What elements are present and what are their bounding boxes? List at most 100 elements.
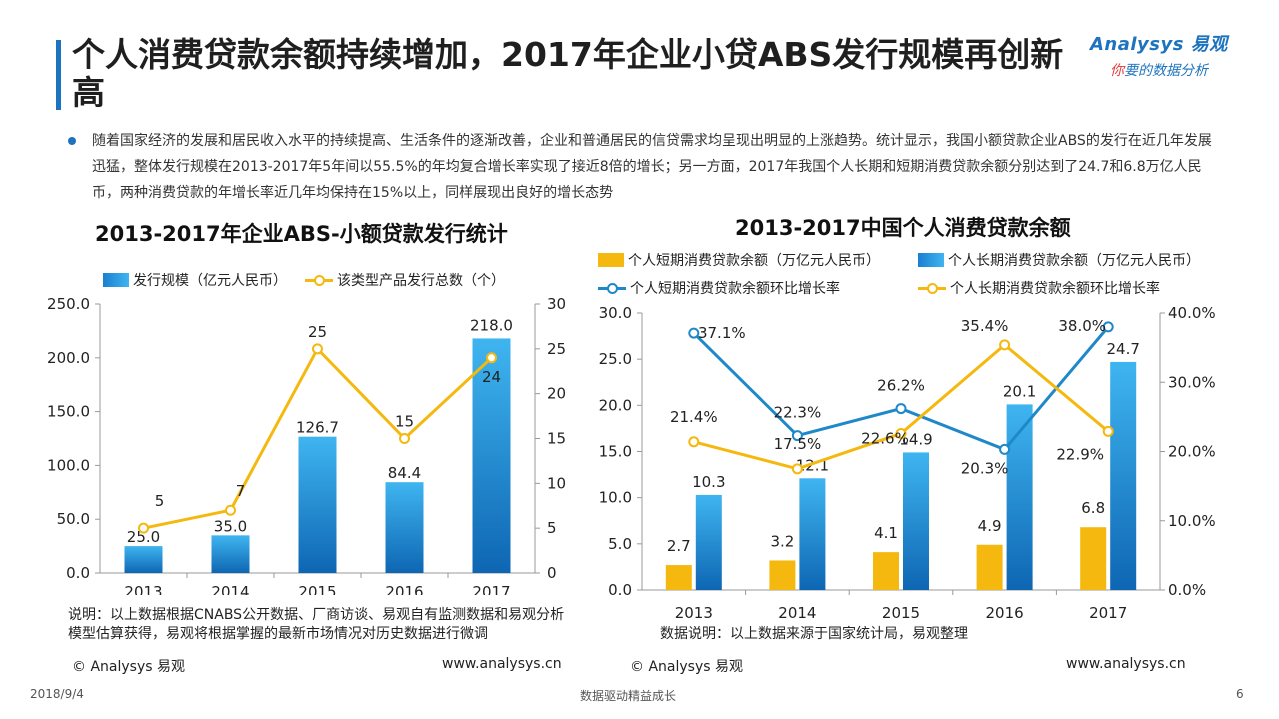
legend-short-rate-swatch <box>598 281 626 295</box>
x-tick-label: 2014 <box>778 604 816 618</box>
short-bar-label: 3.2 <box>770 532 794 550</box>
page-footer-slogan: 数据驱动精益成长 <box>580 689 677 703</box>
title-accent-bar <box>56 40 61 110</box>
line-point <box>312 343 323 355</box>
page-number: 6 <box>1236 687 1244 701</box>
line-point <box>138 522 149 534</box>
long-rate-label: 22.6% <box>861 429 909 447</box>
legend-long-rate-swatch <box>918 281 946 295</box>
short-rate-point <box>999 443 1011 455</box>
short-rate-point <box>688 327 700 339</box>
y-left-tick-label: 5.0 <box>608 535 632 553</box>
line-point <box>399 433 410 444</box>
y-right-tick-label: 0 <box>547 564 557 582</box>
left-chart: 0.0 50.0 100.0 150.0 200.0 250.0 0 5 10 15 20 25 30 2… <box>47 295 566 595</box>
long-bar <box>1006 404 1033 590</box>
line-label: 15 <box>395 413 414 431</box>
bar <box>298 436 337 573</box>
logo-slogan: 你要的数据分析 <box>1110 63 1208 79</box>
line-label: 24 <box>482 368 501 386</box>
bar <box>472 338 511 573</box>
short-rate-point <box>1102 321 1114 333</box>
left-chart-title: 2013-2017年企业ABS-小额贷款发行统计 <box>95 222 508 246</box>
long-rate-point <box>688 436 700 448</box>
y-left-tick-label: 20.0 <box>599 396 632 414</box>
long-bar <box>1110 361 1137 590</box>
right-chart: 0.0 5.0 10.0 15.0 20.0 25.0 30.0 0.0% 10.0% 20.0%… <box>599 304 1216 618</box>
short-bar <box>873 552 899 590</box>
left-copyright: © Analysys 易观 <box>72 659 185 675</box>
right-note: 数据说明：以上数据来源于国家统计局，易观整理 <box>660 626 968 642</box>
page-date: 2018/9/4 <box>30 687 84 701</box>
x-tick-label: 2013 <box>124 583 162 595</box>
long-bar-label: 10.3 <box>692 473 725 491</box>
short-bar-label: 4.1 <box>874 524 898 542</box>
left-note: 说明：以上数据根据CNABS公开数据、厂商访谈、易观自有监测数据和易观分析模型估… <box>68 607 565 642</box>
y-left-tick-label: 150.0 <box>47 403 90 421</box>
short-rate-label: 20.3% <box>961 459 1009 477</box>
bar-label: 218.0 <box>470 316 513 334</box>
short-bar <box>976 544 1003 590</box>
y-left-tick-label: 200.0 <box>47 349 90 367</box>
y-right-tick-label: 25 <box>547 340 566 358</box>
x-tick-label: 2016 <box>986 604 1024 618</box>
short-bar-label: 2.7 <box>667 537 691 555</box>
intro-paragraph: 随着国家经济的发展和居民收入水平的持续提高、生活条件的逐渐改善，企业和普通居民的… <box>92 133 1212 201</box>
long-rate-point <box>1102 425 1114 437</box>
long-bar-label: 20.1 <box>1003 382 1036 400</box>
y-right-tick-label: 15 <box>547 430 566 448</box>
x-tick-label: 2017 <box>1089 604 1127 618</box>
bar-label: 126.7 <box>296 419 339 437</box>
y-right-tick-label: 30.0% <box>1168 373 1216 391</box>
short-bar <box>769 560 796 590</box>
y-left-tick-label: 25.0 <box>599 350 632 368</box>
line-label: 7 <box>236 482 246 500</box>
short-rate-label: 37.1% <box>698 324 746 342</box>
legend-short-swatch <box>598 253 624 267</box>
long-rate-label: 22.9% <box>1056 445 1104 463</box>
bullet-icon <box>68 137 76 145</box>
short-bar-label: 4.9 <box>978 517 1002 535</box>
left-website[interactable]: www.analysys.cn <box>442 656 562 672</box>
y-left-tick-label: 100.0 <box>47 456 90 474</box>
y-right-tick-label: 40.0% <box>1168 304 1216 322</box>
right-legend-long: 个人长期消费贷款余额（万亿元人民币） <box>918 250 1200 270</box>
short-bar <box>665 565 692 590</box>
long-bar <box>799 478 826 590</box>
short-bar-label: 6.8 <box>1081 499 1105 517</box>
y-right-tick-label: 0.0% <box>1168 581 1206 599</box>
x-tick-label: 2013 <box>675 604 713 618</box>
y-left-tick-label: 0.0 <box>608 581 632 599</box>
short-rate-point <box>791 430 803 442</box>
right-legend-short-rate: 个人短期消费贷款余额环比增长率 <box>598 278 840 298</box>
legend-line-swatch <box>305 273 333 287</box>
long-bar <box>903 452 929 590</box>
line-label: 25 <box>308 323 327 341</box>
y-left-tick-label: 15.0 <box>599 443 632 461</box>
long-bar-label: 14.9 <box>899 430 932 448</box>
short-rate-point <box>895 403 907 415</box>
legend-bar-swatch <box>103 273 129 287</box>
x-tick-label: 2015 <box>298 583 336 595</box>
x-tick-label: 2015 <box>882 604 920 618</box>
bar <box>385 482 424 573</box>
y-right-tick-label: 30 <box>547 295 566 313</box>
left-legend: 发行规模（亿元人民币） 该类型产品发行总数（个） <box>103 270 505 290</box>
line-label: 5 <box>155 492 165 510</box>
bar <box>124 546 163 573</box>
right-chart-title: 2013-2017中国个人消费贷款余额 <box>735 216 1071 240</box>
bar-label: 84.4 <box>388 464 421 482</box>
legend-bar-label: 发行规模（亿元人民币） <box>133 273 287 289</box>
short-rate-label: 22.3% <box>774 404 822 422</box>
bar-label: 25.0 <box>127 528 160 546</box>
right-copyright: © Analysys 易观 <box>630 659 743 675</box>
x-tick-label: 2014 <box>211 583 249 595</box>
long-rate-point <box>791 463 803 475</box>
y-left-tick-label: 30.0 <box>599 304 632 322</box>
bar <box>211 535 250 573</box>
y-left-tick-label: 50.0 <box>57 510 90 528</box>
long-rate-label: 21.4% <box>670 408 718 426</box>
y-right-tick-label: 20 <box>547 385 566 403</box>
right-website[interactable]: www.analysys.cn <box>1066 656 1186 672</box>
long-rate-label: 35.4% <box>961 317 1009 335</box>
